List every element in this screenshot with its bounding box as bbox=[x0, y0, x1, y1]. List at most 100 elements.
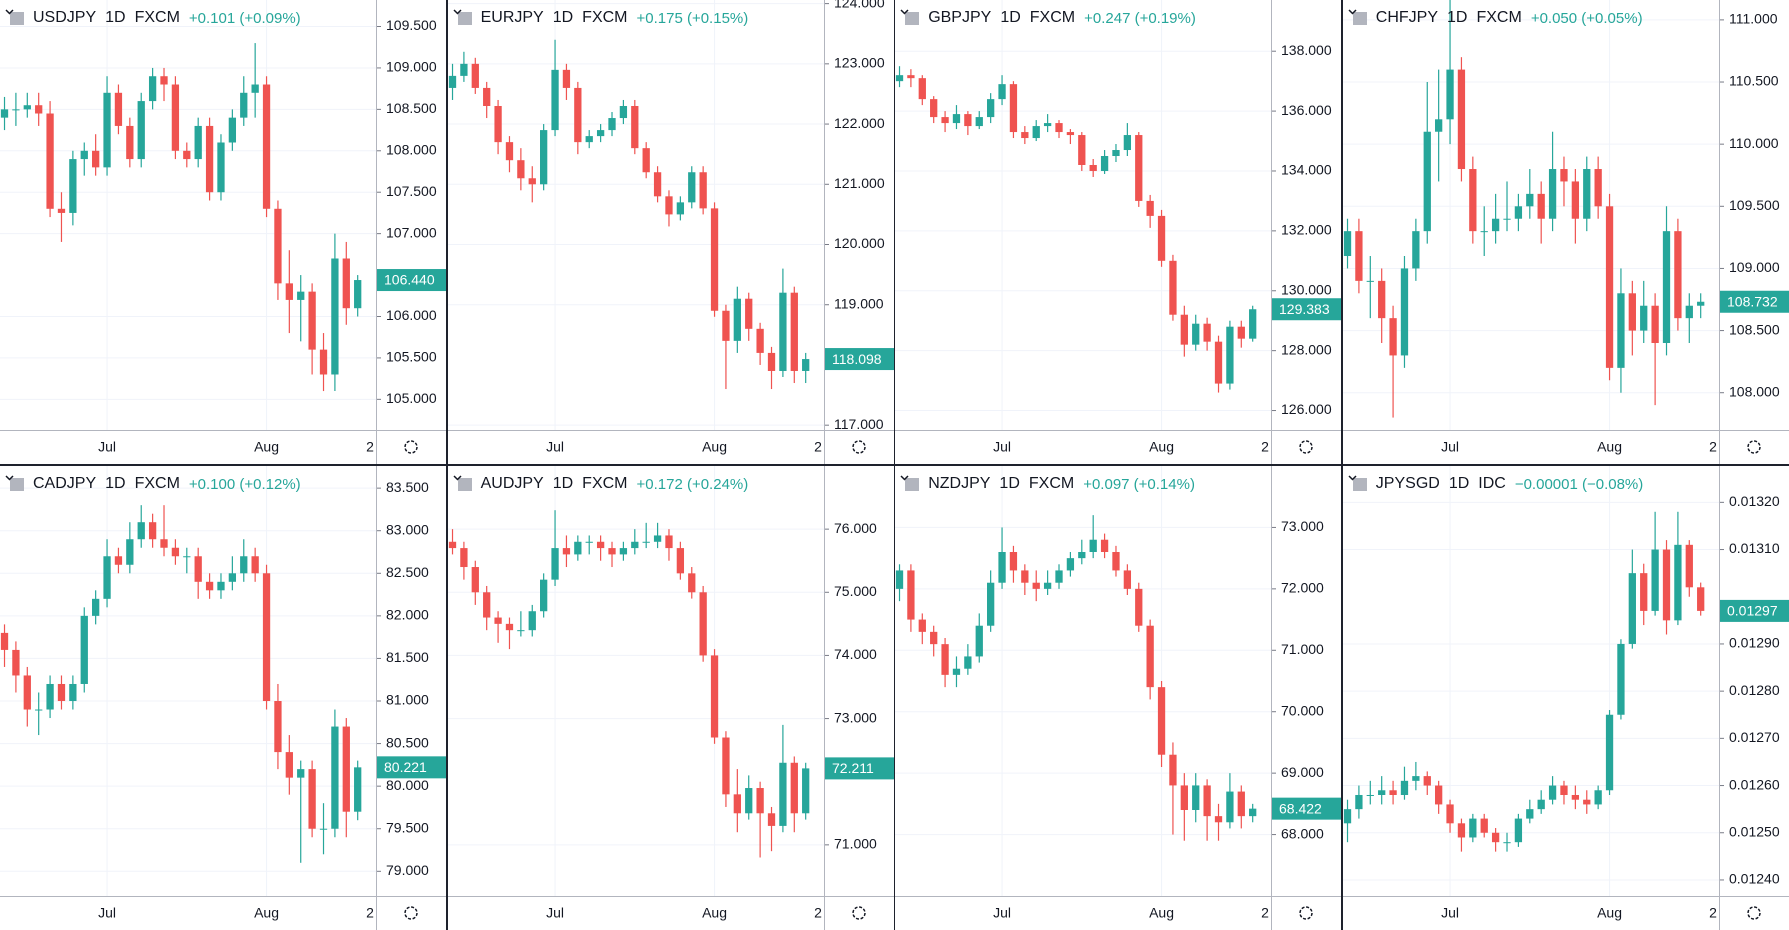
candle-body bbox=[975, 117, 984, 127]
chevron-path bbox=[5, 475, 14, 481]
candle-body bbox=[1617, 643, 1625, 715]
candle-body bbox=[642, 541, 650, 543]
time-edge-label: 2 bbox=[814, 439, 822, 455]
last-price-box bbox=[377, 269, 446, 292]
settings-icon bbox=[851, 906, 866, 920]
candle-body bbox=[1009, 84, 1018, 133]
candle-body bbox=[126, 125, 134, 160]
candle-body bbox=[778, 292, 787, 371]
chevron[interactable] bbox=[5, 475, 14, 481]
chevron-path bbox=[453, 9, 462, 15]
price-tick-label: 128.000 bbox=[1281, 341, 1332, 357]
candle-body bbox=[664, 535, 673, 549]
chart-svg: Jul Aug 2 108.000 108.500 109.000 109.500 110.0… bbox=[1342, 0, 1789, 464]
candle-body bbox=[1343, 231, 1351, 257]
candle-body bbox=[1021, 132, 1029, 139]
candle-body bbox=[1571, 181, 1579, 219]
symbol: AUDJPY bbox=[480, 475, 544, 492]
candle-body bbox=[987, 582, 995, 626]
candle-body bbox=[1594, 169, 1602, 207]
candle-body bbox=[331, 726, 339, 829]
candle-body bbox=[607, 118, 616, 131]
candle-body bbox=[342, 258, 350, 309]
price-tick-label: 72.000 bbox=[1281, 580, 1324, 596]
candle-body bbox=[1169, 260, 1177, 315]
candle-body bbox=[1355, 794, 1363, 810]
candle-body bbox=[1203, 323, 1211, 342]
candle-body bbox=[354, 280, 362, 309]
candle-body bbox=[137, 522, 145, 540]
chart-panel: Jul Aug 2 126.000 128.000 130.000 132.000 134.0… bbox=[895, 0, 1342, 464]
candle-body bbox=[964, 656, 972, 669]
candle-body bbox=[57, 208, 66, 213]
price-tick-label: 73.000 bbox=[1281, 518, 1324, 534]
candle-body bbox=[459, 63, 468, 76]
symbol: USDJPY bbox=[33, 9, 97, 26]
symbol-icon bbox=[905, 11, 920, 25]
candle-body bbox=[987, 99, 995, 118]
chevron[interactable] bbox=[1348, 475, 1357, 481]
price-tick-label: 68.000 bbox=[1281, 825, 1324, 841]
candle-body bbox=[1021, 570, 1029, 583]
candle-body bbox=[1480, 818, 1488, 833]
candle-body bbox=[539, 130, 547, 185]
candle-body bbox=[642, 148, 650, 173]
candle-body bbox=[251, 556, 259, 574]
price-tick-label: 69.000 bbox=[1281, 764, 1324, 780]
candle-body bbox=[1548, 169, 1557, 219]
candle-body bbox=[274, 208, 282, 284]
candle-body bbox=[907, 75, 915, 79]
chevron[interactable] bbox=[900, 475, 909, 481]
chart-panel: Jul Aug 2 108.000 108.500 109.000 109.500 110.0… bbox=[1342, 0, 1789, 464]
candle-body bbox=[1203, 785, 1211, 817]
candle-body bbox=[1582, 169, 1591, 219]
chevron[interactable] bbox=[453, 475, 462, 481]
chart-svg: Jul Aug 2 0.01240 0.01250 0.01260 0.01270 0.012… bbox=[1342, 466, 1789, 930]
candle-body bbox=[733, 298, 741, 341]
legend-header: GBPJPY 1D FXCM +0.247 (+0.19%) bbox=[900, 9, 1196, 27]
candle-body bbox=[607, 548, 616, 555]
change: +0.175 (+0.15%) bbox=[636, 9, 749, 27]
time-label: Jul bbox=[1441, 439, 1459, 455]
price-tick-label: 106.000 bbox=[386, 307, 437, 323]
symbol-icon bbox=[10, 477, 24, 491]
candle-body bbox=[801, 359, 809, 371]
candle-body bbox=[1503, 218, 1511, 220]
candle-body bbox=[23, 675, 31, 710]
candle-body bbox=[92, 150, 100, 168]
change: +0.050 (+0.05%) bbox=[1530, 9, 1643, 27]
symbol-icon bbox=[1352, 11, 1367, 25]
price-tick-label: 107.500 bbox=[386, 183, 437, 199]
change: +0.097 (+0.14%) bbox=[1083, 475, 1195, 493]
candle-body bbox=[953, 668, 961, 675]
chevron[interactable] bbox=[5, 9, 14, 15]
candle-body bbox=[767, 813, 775, 826]
candle-body bbox=[448, 75, 456, 88]
time-label: Jul bbox=[98, 439, 116, 455]
chevron[interactable] bbox=[453, 9, 462, 15]
candle-body bbox=[1226, 326, 1234, 384]
chevron[interactable] bbox=[1348, 9, 1357, 15]
chart-svg: Jul Aug 2 68.000 69.000 70.000 71.000 72.000 73.… bbox=[895, 466, 1342, 930]
candle-body bbox=[1651, 549, 1659, 611]
candle-body bbox=[285, 752, 293, 778]
candle-body bbox=[160, 539, 168, 548]
chart-svg: Jul Aug 2 79.000 79.500 80.000 80.500 81.000 81.… bbox=[0, 466, 446, 930]
candle-body bbox=[918, 619, 927, 632]
time-label: Jul bbox=[993, 905, 1011, 921]
price-tick-label: 120.000 bbox=[834, 235, 885, 251]
candle-body bbox=[562, 548, 570, 555]
candle-body bbox=[756, 788, 764, 814]
candle-body bbox=[1366, 794, 1374, 796]
candle-body bbox=[471, 63, 479, 88]
candle-body bbox=[1112, 150, 1120, 157]
price-tick-label: 107.000 bbox=[386, 224, 437, 240]
candle-body bbox=[1123, 570, 1132, 589]
candle-body bbox=[619, 548, 627, 555]
legend-header: NZDJPY 1D FXCM +0.097 (+0.14%) bbox=[900, 475, 1195, 493]
interval: 1D bbox=[552, 9, 574, 26]
chevron[interactable] bbox=[900, 9, 909, 15]
candle-body bbox=[0, 632, 9, 650]
candle-body bbox=[46, 683, 54, 710]
